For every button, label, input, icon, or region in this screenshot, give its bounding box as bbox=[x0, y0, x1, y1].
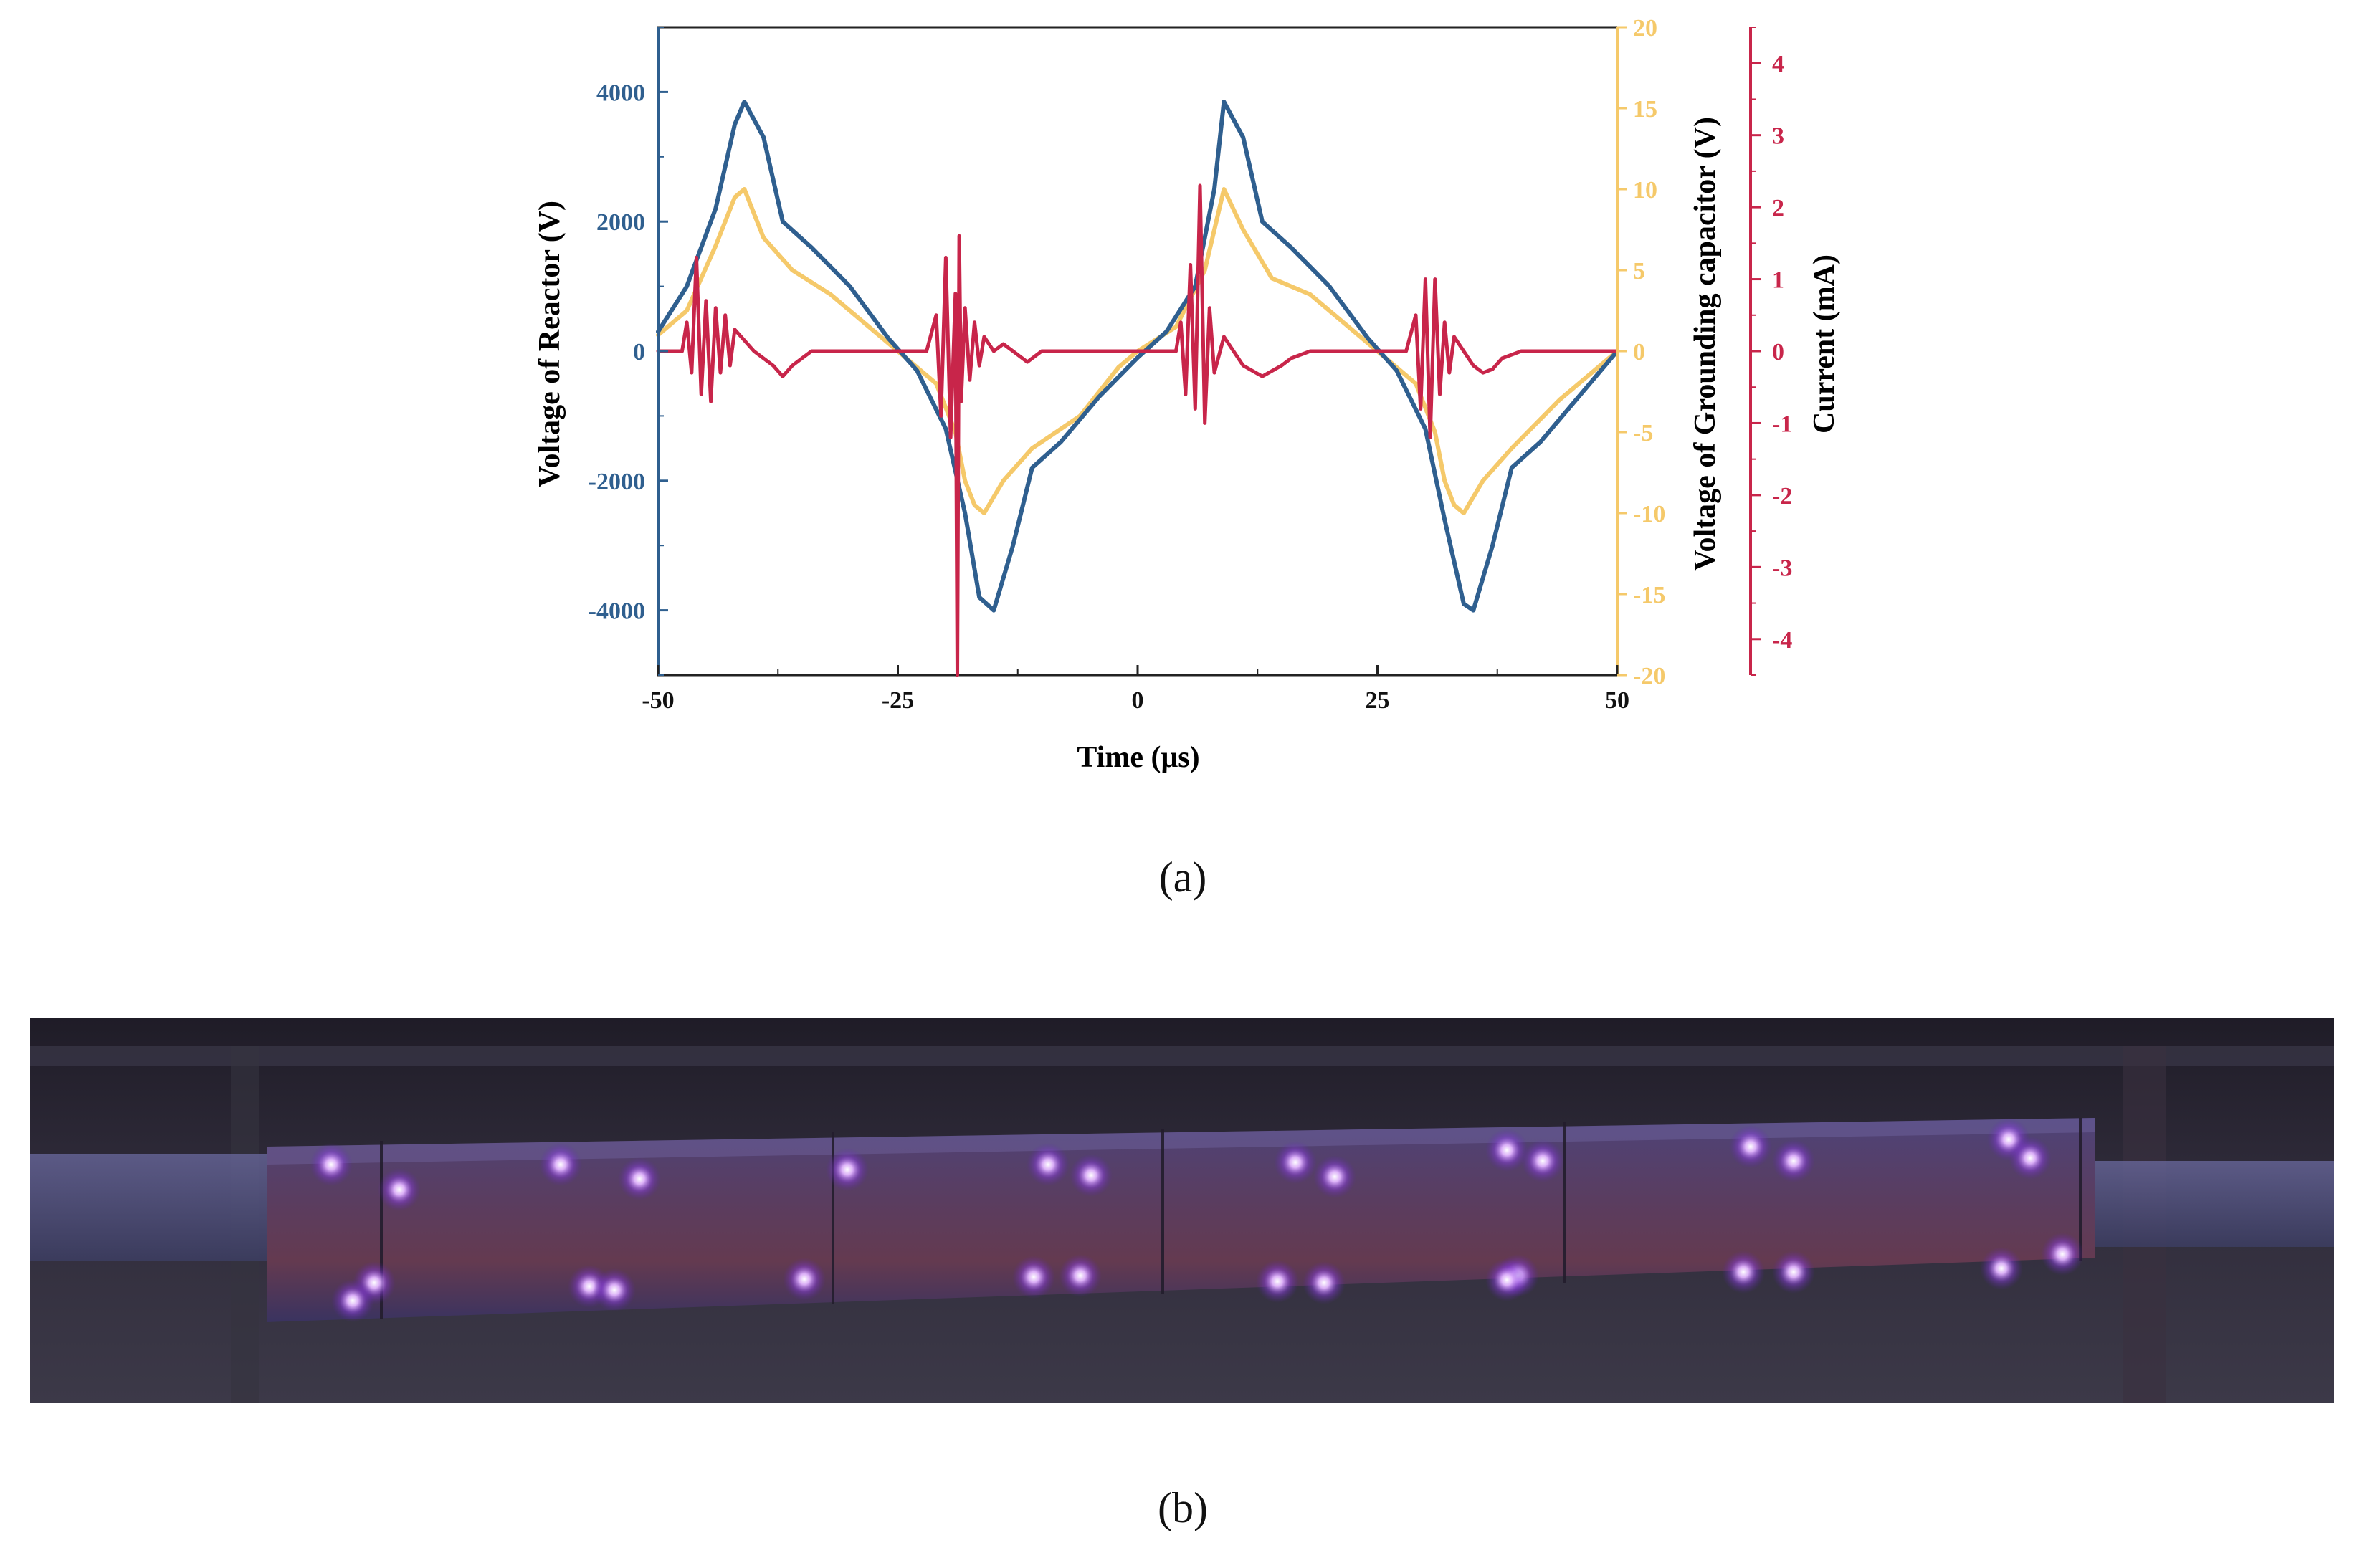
plasma-glow-spot bbox=[2009, 1137, 2052, 1180]
x-tick-label: 50 bbox=[1605, 687, 1629, 714]
y-current-tick-label: 1 bbox=[1772, 267, 1784, 294]
x-tick-label: -25 bbox=[882, 687, 914, 714]
plasma-glow-spot bbox=[1485, 1258, 1528, 1301]
plasma-glow-spot bbox=[1485, 1129, 1528, 1172]
plasma-glow-spot bbox=[1722, 1251, 1765, 1294]
plasma-glow-spot bbox=[1059, 1254, 1102, 1297]
series-line-current bbox=[656, 183, 1619, 677]
plasma-glow-spot bbox=[783, 1258, 826, 1301]
plasma-glow-spot bbox=[618, 1157, 661, 1200]
plasma-glow-spot bbox=[1274, 1141, 1317, 1184]
y-left-tick-label: 0 bbox=[633, 339, 645, 365]
y-current-tick-label: 0 bbox=[1772, 339, 1784, 365]
y-axis-current-title: Current (mA) bbox=[1808, 254, 1841, 434]
plasma-glow-spot bbox=[1256, 1260, 1299, 1303]
series-line-right bbox=[656, 187, 1619, 515]
y-current-tick-label: 3 bbox=[1772, 123, 1784, 150]
y-left-tick-label: -4000 bbox=[589, 598, 645, 625]
plasma-glow-spot bbox=[1729, 1125, 1772, 1168]
y-left-tick-label: -2000 bbox=[589, 469, 645, 495]
y-right-tick-label: -15 bbox=[1633, 582, 1665, 608]
x-tick-label: -50 bbox=[642, 687, 674, 714]
y-right-tick-label: -20 bbox=[1633, 663, 1665, 689]
x-tick-label: 25 bbox=[1366, 687, 1390, 714]
y-current-tick-label: -4 bbox=[1772, 627, 1792, 654]
y-right-tick-label: -10 bbox=[1633, 501, 1665, 527]
plasma-glow-spot bbox=[826, 1148, 869, 1191]
y-current-tick-label: -1 bbox=[1772, 411, 1792, 437]
y-left-tick-label: 4000 bbox=[596, 80, 645, 106]
y-axis-left-title: Voltage of Reactor (V) bbox=[533, 201, 566, 487]
y-right-tick-label: 0 bbox=[1633, 339, 1645, 365]
y-right-tick-label: 15 bbox=[1633, 96, 1657, 123]
plasma-glow-spot bbox=[1303, 1261, 1346, 1304]
photo-illustration bbox=[30, 1018, 2334, 1403]
axes-layer: -50 -25 0 25 50-4000-2000020004000-20-15-10-… bbox=[589, 15, 1793, 714]
caption-a: (a) bbox=[1158, 854, 1207, 901]
plasma-reactor-photo bbox=[30, 1018, 2334, 1403]
plasma-glow-spot bbox=[539, 1143, 582, 1186]
y-right-tick-label: 10 bbox=[1633, 177, 1657, 204]
y-axis-right-title: Voltage of Grounding capacitor (V) bbox=[1689, 117, 1722, 571]
x-axis-title: Time (μs) bbox=[1077, 741, 1199, 774]
y-current-tick-label: 2 bbox=[1772, 195, 1784, 221]
y-right-tick-label: 5 bbox=[1633, 258, 1645, 285]
plasma-glow-spot bbox=[310, 1143, 353, 1186]
y-current-tick-label: 4 bbox=[1772, 51, 1784, 77]
y-current-tick-label: -2 bbox=[1772, 483, 1792, 510]
y-right-tick-label: 20 bbox=[1633, 15, 1657, 42]
plasma-glow-spot bbox=[1313, 1155, 1356, 1198]
plasma-glow-spot bbox=[1070, 1154, 1113, 1197]
plasma-glow-spot bbox=[593, 1268, 636, 1311]
x-tick-label: 0 bbox=[1132, 687, 1144, 714]
series-line-left bbox=[656, 100, 1619, 613]
y-right-tick-label: -5 bbox=[1633, 420, 1653, 446]
plasma-glow-spot bbox=[1772, 1139, 1815, 1182]
series-layer bbox=[656, 100, 1619, 677]
plasma-glow-spot bbox=[2041, 1233, 2084, 1276]
plasma-glow-spot bbox=[331, 1279, 374, 1322]
y-current-tick-label: -3 bbox=[1772, 555, 1792, 581]
y-left-tick-label: 2000 bbox=[596, 209, 645, 236]
plasma-glow-spot bbox=[1772, 1251, 1815, 1294]
plasma-glow-spot bbox=[378, 1168, 421, 1211]
plasma-glow-spot bbox=[1521, 1139, 1564, 1182]
plasma-glow-spot bbox=[1027, 1143, 1070, 1186]
waveform-chart: -50 -25 0 25 50-4000-2000020004000-20-15-10-… bbox=[533, 15, 1841, 774]
plasma-glow-spot bbox=[1012, 1256, 1055, 1299]
plasma-glow-spot bbox=[1980, 1247, 2023, 1290]
caption-b: (b) bbox=[1158, 1484, 1208, 1531]
